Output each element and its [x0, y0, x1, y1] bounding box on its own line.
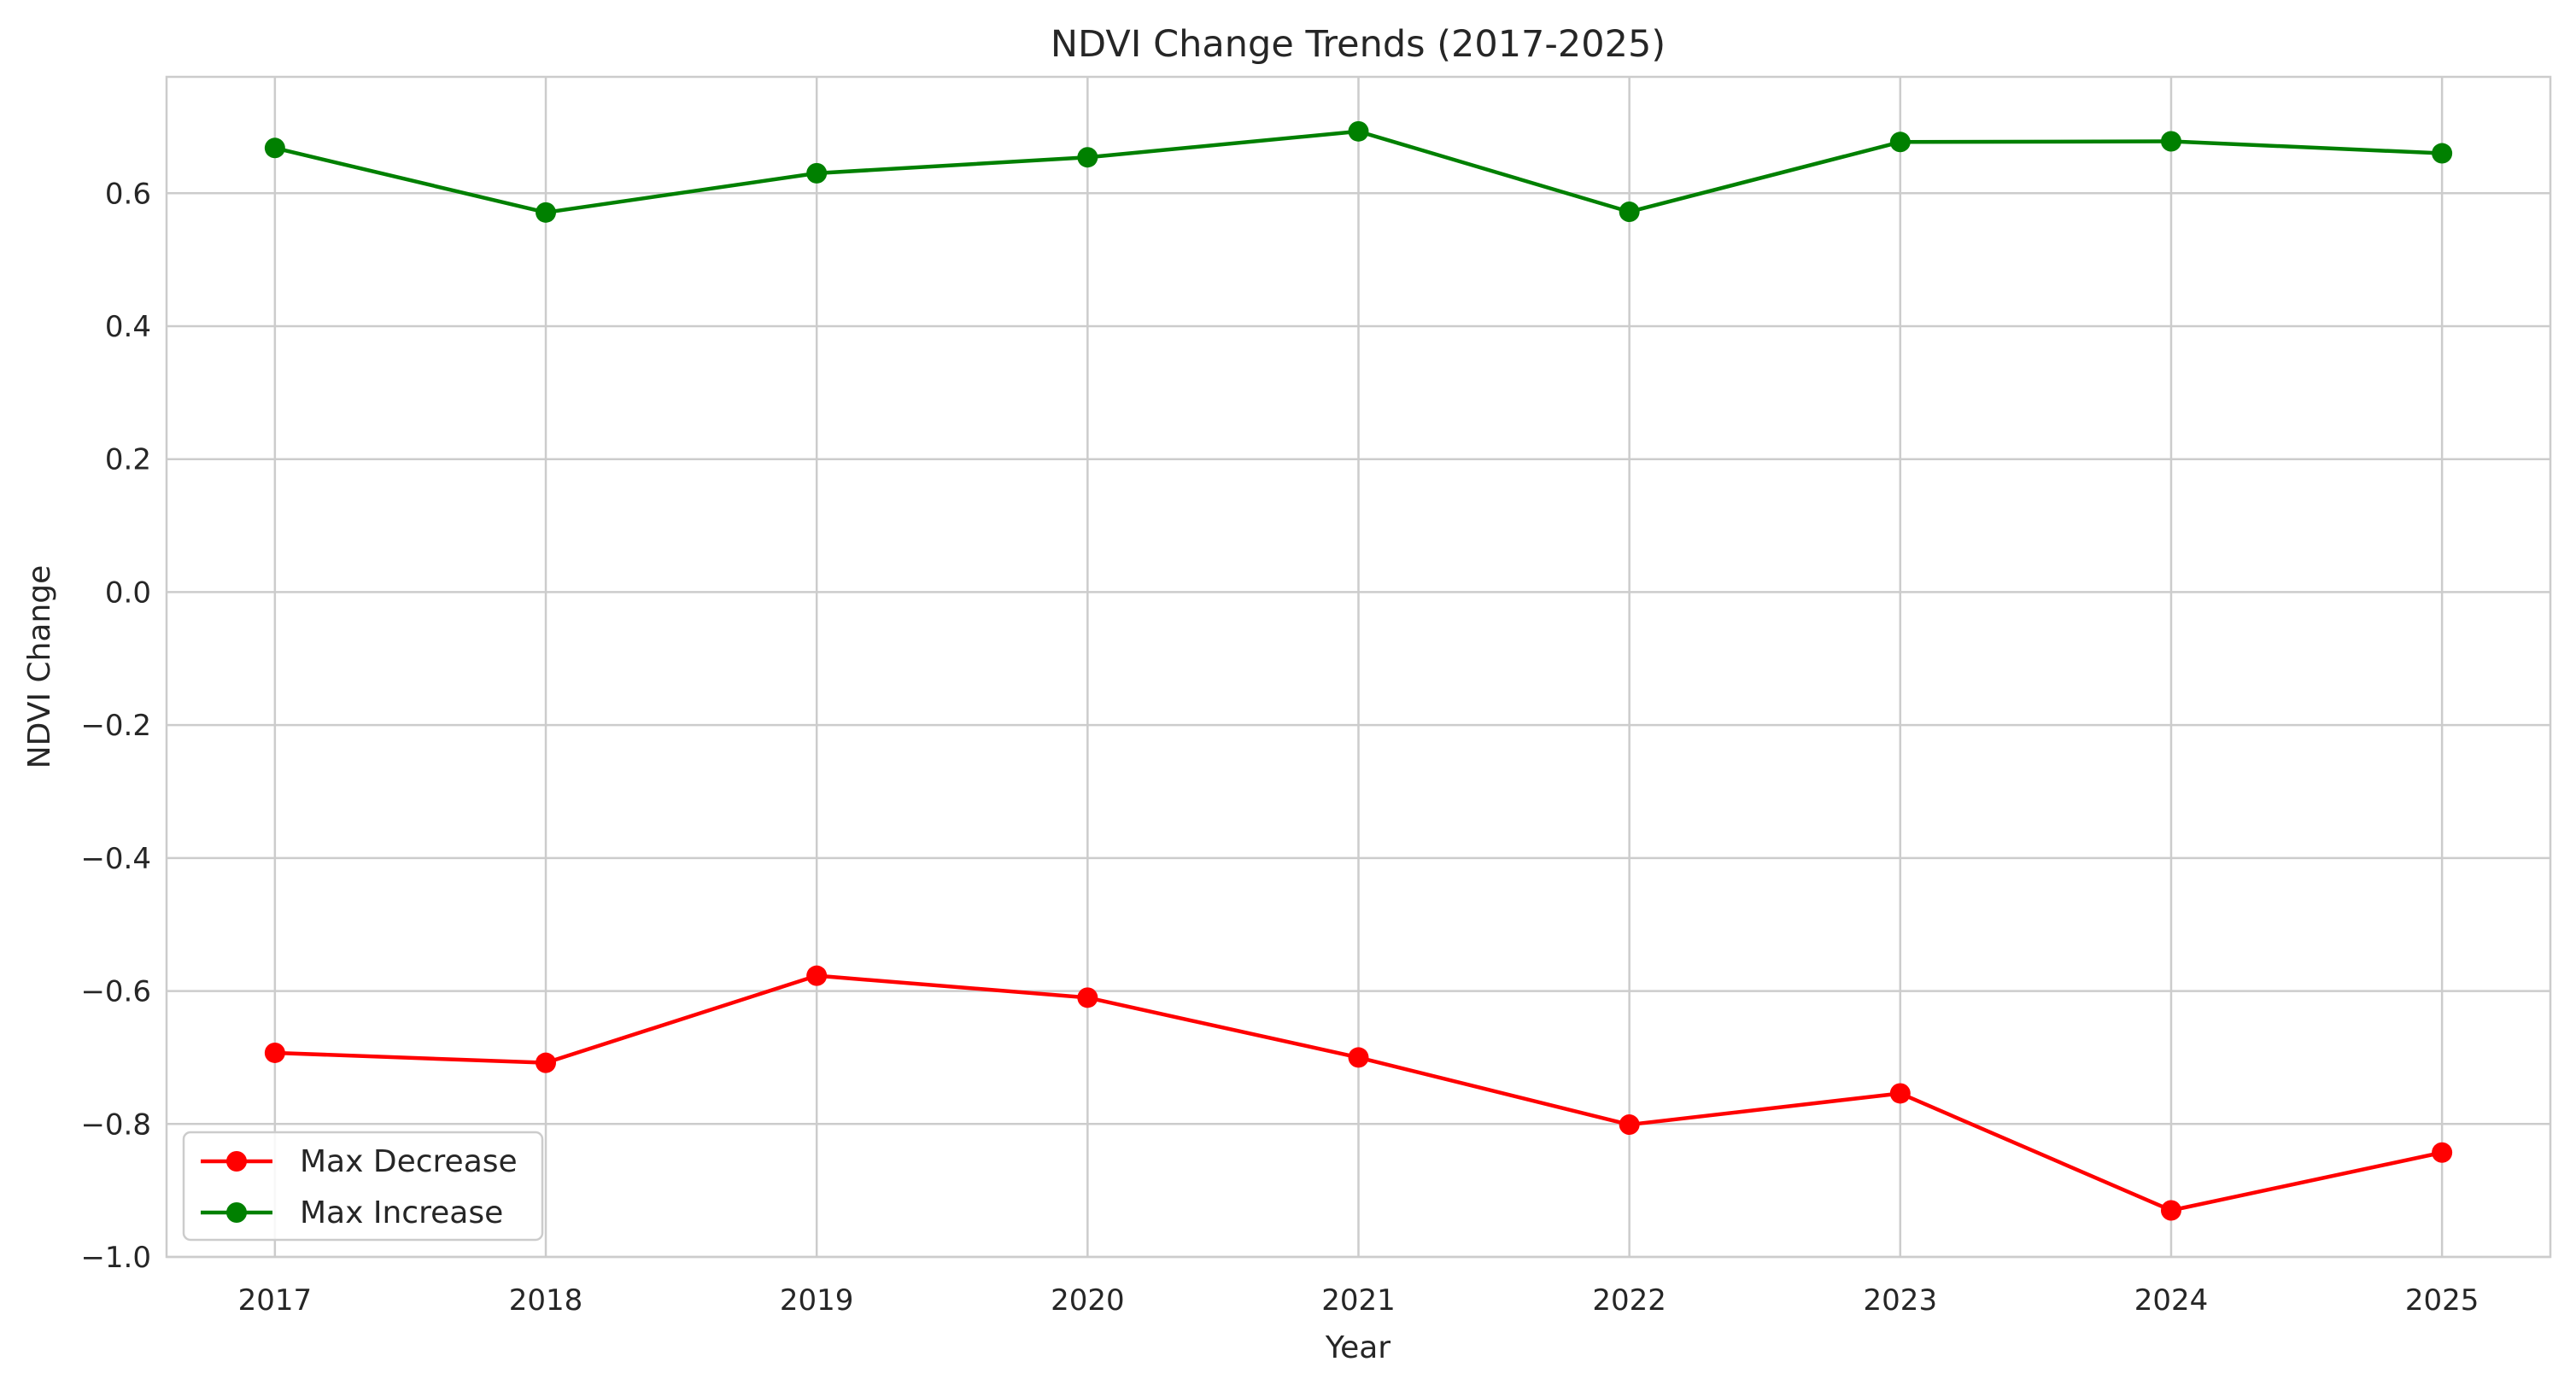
data-point-max-decrease [1348, 1047, 1369, 1068]
data-point-max-decrease [1619, 1114, 1640, 1136]
legend-label-max-decrease: Max Decrease [300, 1144, 518, 1179]
legend: Max Decrease Max Increase [182, 1131, 544, 1242]
y-tick-label: 0.2 [105, 443, 151, 477]
data-point-max-decrease [2160, 1200, 2181, 1221]
data-point-max-increase [1348, 120, 1369, 142]
x-tick-label: 2019 [780, 1283, 854, 1318]
chart-title: NDVI Change Trends (2017-2025) [1051, 23, 1666, 66]
y-tick-label: 0.0 [105, 576, 151, 610]
y-axis-title: NDVI Change [22, 565, 57, 769]
y-tick-label: 0.6 [105, 177, 151, 211]
y-tick-label: −0.4 [80, 842, 151, 876]
legend-marker-max-increase [226, 1202, 247, 1223]
x-axis-title: Year [1325, 1330, 1390, 1365]
y-tick-label: −0.6 [80, 975, 151, 1009]
data-point-max-increase [536, 202, 557, 223]
x-tick-label: 2025 [2405, 1283, 2479, 1318]
x-tick-label: 2024 [2134, 1283, 2209, 1318]
data-point-max-increase [1889, 132, 1911, 153]
series-lines [264, 120, 2453, 1221]
y-tick-label: 0.4 [105, 310, 151, 344]
data-point-max-decrease [1889, 1083, 1911, 1104]
y-tick-labels: −1.0 −0.8 −0.6 −0.4 −0.2 0.0 0.2 0.4 0.6 [80, 177, 151, 1275]
legend-frame [182, 1131, 544, 1242]
x-tick-label: 2022 [1592, 1283, 1666, 1318]
data-point-max-decrease [264, 1042, 285, 1063]
legend-label-max-increase: Max Increase [300, 1195, 503, 1230]
y-tick-label: −1.0 [80, 1241, 151, 1275]
data-point-max-decrease [536, 1052, 557, 1073]
data-point-max-increase [264, 137, 285, 159]
data-point-max-decrease [1077, 987, 1098, 1008]
x-tick-label: 2020 [1051, 1283, 1125, 1318]
data-point-max-increase [1619, 202, 1640, 223]
series-max-increase [264, 120, 2453, 223]
y-tick-label: −0.2 [80, 709, 151, 743]
x-tick-label: 2018 [509, 1283, 583, 1318]
plot-frame [165, 75, 2552, 1259]
y-tick-label: −0.8 [80, 1108, 151, 1142]
data-point-max-increase [806, 162, 828, 184]
x-tick-label: 2023 [1864, 1283, 1938, 1318]
x-tick-label: 2017 [238, 1283, 313, 1318]
legend-marker-max-decrease [226, 1151, 247, 1172]
x-tick-label: 2021 [1321, 1283, 1396, 1318]
x-tick-labels: 2017 2018 2019 2020 2021 2022 2023 2024 2025 [238, 1283, 2479, 1318]
data-point-max-increase [2432, 143, 2453, 164]
data-point-max-increase [2160, 131, 2181, 152]
data-point-max-decrease [806, 965, 828, 986]
data-point-max-decrease [2432, 1142, 2453, 1163]
series-max-decrease [264, 965, 2453, 1221]
data-point-max-increase [1077, 147, 1098, 168]
